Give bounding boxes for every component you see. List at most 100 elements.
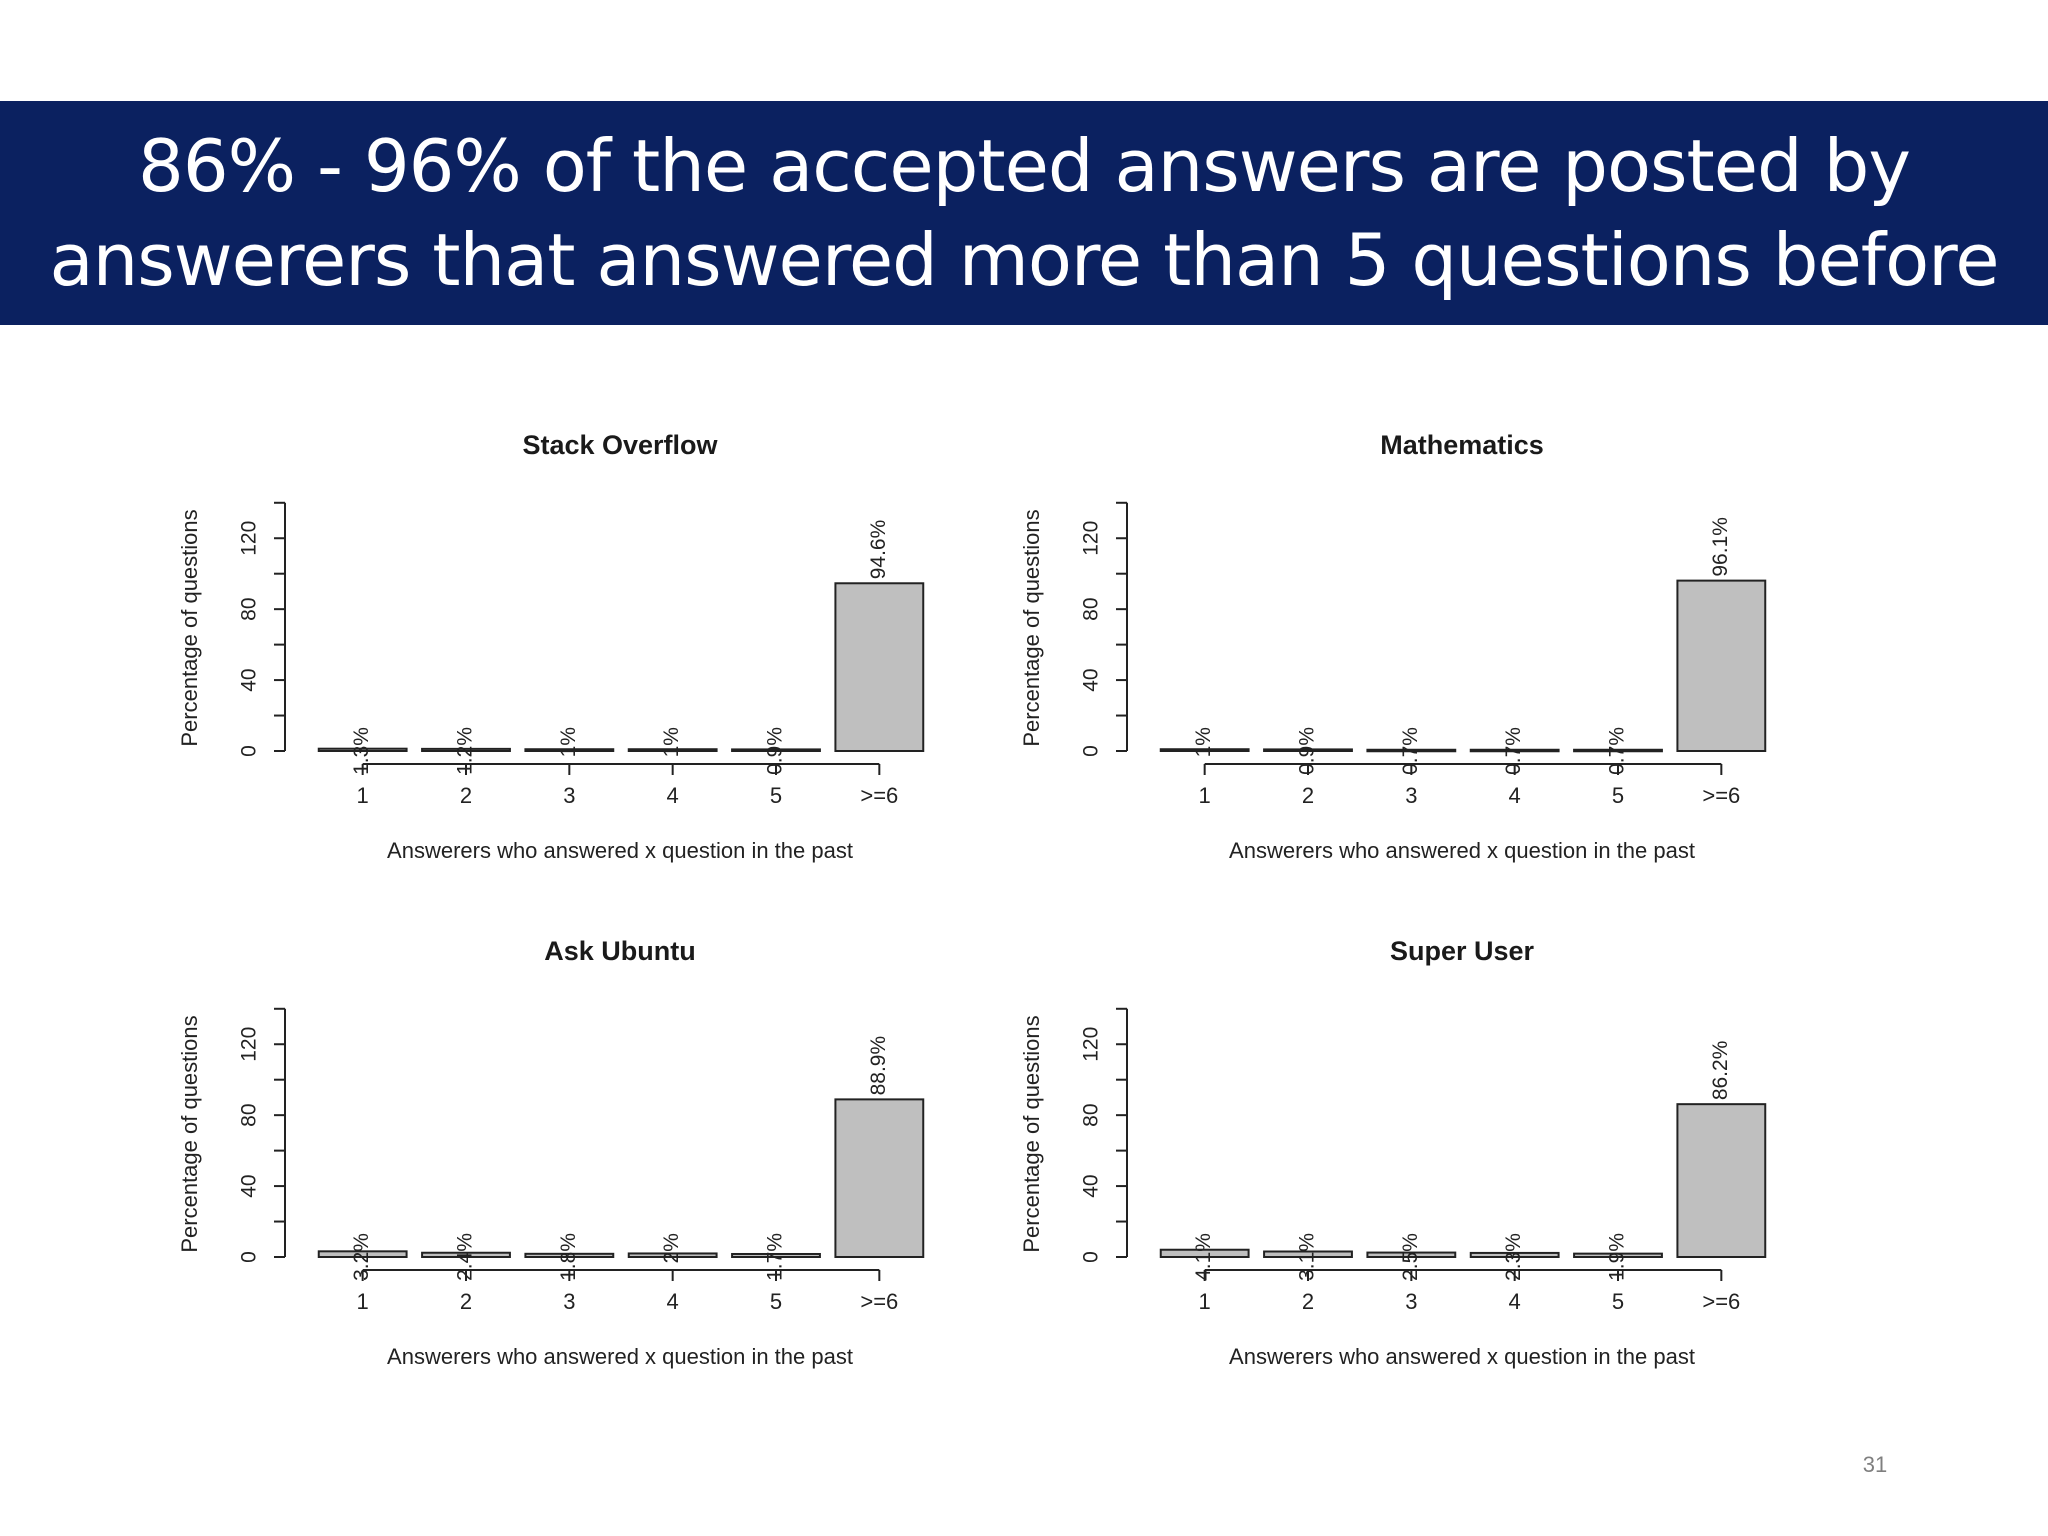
bar-value-label: 1.9% [1606, 1233, 1629, 1281]
x-tick-label: 4 [1509, 783, 1521, 808]
x-tick-label: 3 [563, 1289, 575, 1314]
chart-title: Stack Overflow [522, 430, 718, 460]
y-axis-label: Percentage of questions [1019, 509, 1044, 746]
bar [524, 748, 615, 752]
bar [1159, 1248, 1250, 1259]
bar [317, 747, 408, 753]
y-tick-label: 120 [238, 1027, 261, 1062]
y-tick-label: 0 [1080, 1251, 1103, 1263]
bar-value-label: 0.7% [1399, 727, 1422, 775]
x-tick-label: 5 [770, 1289, 782, 1314]
y-tick-label: 40 [238, 1174, 261, 1197]
bar-value-label: 1% [1192, 727, 1215, 757]
x-tick-label: 5 [770, 783, 782, 808]
bar-value-label: 0.7% [1606, 727, 1629, 775]
bar [1573, 748, 1663, 753]
bar-value-label: 2.4% [454, 1233, 477, 1281]
bar [731, 1252, 821, 1258]
bar [524, 1252, 615, 1258]
bar-value-label: 1% [660, 727, 683, 757]
bar [627, 1252, 718, 1258]
bar-value-label: 94.6% [867, 520, 890, 580]
bar-value-label: 0.9% [764, 727, 787, 775]
x-tick-label: 3 [563, 783, 575, 808]
y-axis-label: Percentage of questions [177, 509, 202, 746]
x-tick-label: >=6 [860, 783, 898, 808]
bar [834, 1098, 925, 1258]
bar [834, 582, 925, 752]
bar [1469, 1251, 1560, 1259]
bar [1366, 1251, 1457, 1259]
chart-title: Ask Ubuntu [544, 936, 696, 966]
bar-value-label: 4.1% [1192, 1233, 1215, 1281]
bar [1263, 1250, 1353, 1258]
bar [421, 747, 511, 752]
x-tick-label: >=6 [1702, 1289, 1740, 1314]
x-tick-label: 4 [667, 1289, 679, 1314]
x-tick-label: >=6 [860, 1289, 898, 1314]
bar [1159, 748, 1250, 752]
chart-title: Mathematics [1380, 430, 1544, 460]
x-axis-label: Answerers who answered x question in the… [1229, 838, 1695, 863]
bar-value-label: 88.9% [867, 1036, 890, 1096]
bar [1263, 748, 1353, 752]
bar-value-label: 2% [660, 1233, 683, 1263]
bar-value-label: 2.3% [1502, 1233, 1525, 1281]
bar [317, 1250, 408, 1259]
bar [1573, 1252, 1663, 1259]
y-tick-label: 80 [1080, 597, 1103, 620]
bar-value-label: 86.2% [1709, 1041, 1732, 1101]
slide-title-line-1: 86% - 96% of the accepted answers are po… [138, 124, 1911, 208]
x-tick-label: 2 [460, 1289, 472, 1314]
title-banner: 86% - 96% of the accepted answers are po… [0, 101, 2048, 325]
y-tick-label: 0 [238, 1251, 261, 1263]
bar [1676, 579, 1767, 752]
y-tick-label: 0 [1080, 745, 1103, 757]
x-tick-label: 2 [460, 783, 472, 808]
y-axis-label: Percentage of questions [177, 1015, 202, 1252]
bar-value-label: 0.7% [1502, 727, 1525, 775]
x-tick-label: 2 [1302, 783, 1314, 808]
y-tick-label: 40 [1080, 1174, 1103, 1197]
bar-value-label: 1.7% [764, 1233, 787, 1281]
bar [1469, 748, 1560, 753]
x-tick-label: 5 [1612, 783, 1624, 808]
x-axis-label: Answerers who answered x question in the… [1229, 1344, 1695, 1369]
x-tick-label: 2 [1302, 1289, 1314, 1314]
x-axis-label: Answerers who answered x question in the… [387, 1344, 853, 1369]
slide-title-line-2: answerers that answered more than 5 ques… [49, 218, 2000, 302]
bar [731, 748, 821, 752]
x-tick-label: 1 [357, 783, 369, 808]
bar [1366, 748, 1457, 753]
y-tick-label: 120 [238, 521, 261, 556]
bar-value-label: 3.2% [350, 1233, 373, 1281]
y-tick-label: 80 [1080, 1103, 1103, 1126]
bar [1676, 1103, 1767, 1258]
bar-value-label: 1.8% [557, 1233, 580, 1281]
x-axis-label: Answerers who answered x question in the… [387, 838, 853, 863]
y-tick-label: 80 [238, 597, 261, 620]
y-axis-label: Percentage of questions [1019, 1015, 1044, 1252]
y-tick-label: 40 [238, 668, 261, 691]
bar-value-label: 2.5% [1399, 1233, 1422, 1281]
bar-value-label: 1% [557, 727, 580, 757]
chart-title: Super User [1390, 936, 1535, 966]
bar [421, 1251, 511, 1258]
bar-value-label: 96.1% [1709, 517, 1732, 577]
x-tick-label: >=6 [1702, 783, 1740, 808]
bar-value-label: 0.9% [1296, 727, 1319, 775]
y-tick-label: 120 [1080, 521, 1103, 556]
x-tick-label: 1 [1199, 1289, 1211, 1314]
x-tick-label: 4 [1509, 1289, 1521, 1314]
x-tick-label: 1 [357, 1289, 369, 1314]
x-tick-label: 5 [1612, 1289, 1624, 1314]
x-tick-label: 1 [1199, 783, 1211, 808]
y-tick-label: 80 [238, 1103, 261, 1126]
page-number: 31 [1862, 1452, 1888, 1477]
x-tick-label: 3 [1405, 1289, 1417, 1314]
bar [627, 748, 718, 752]
bar-value-label: 1.3% [350, 727, 373, 775]
y-tick-label: 40 [1080, 668, 1103, 691]
bar-value-label: 3.1% [1296, 1233, 1319, 1281]
